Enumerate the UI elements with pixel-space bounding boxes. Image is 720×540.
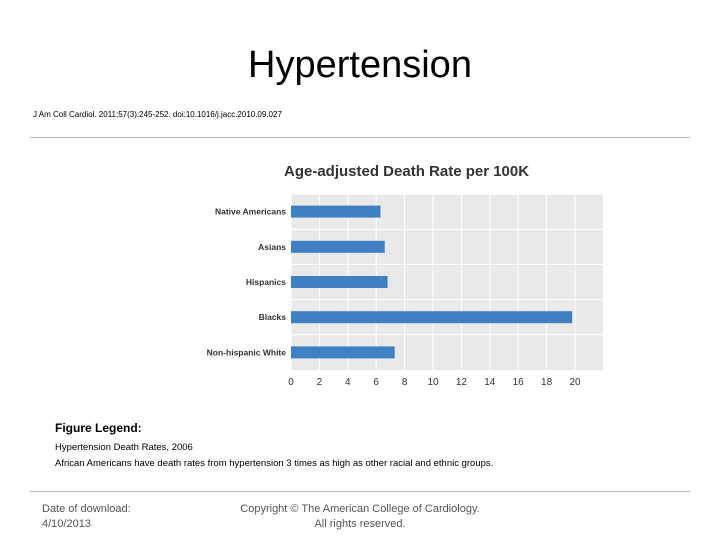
bottom-divider (30, 491, 690, 492)
chart-title: Age-adjusted Death Rate per 100K (284, 163, 529, 180)
copyright-line-1: Copyright © The American College of Card… (240, 503, 480, 515)
x-tick-label: 2 (317, 377, 323, 388)
category-label: Asians (258, 242, 286, 252)
x-tick-label: 10 (427, 377, 439, 388)
download-label: Date of download: (42, 503, 131, 515)
x-tick-label: 8 (402, 377, 408, 388)
bar (291, 240, 385, 253)
top-divider (30, 137, 690, 138)
bar (291, 276, 388, 288)
bar (291, 205, 381, 218)
copyright-line-2: All rights reserved. (314, 518, 406, 530)
category-label: Non-hispanic White (207, 347, 287, 357)
download-date: 4/10/2013 (42, 518, 91, 530)
category-label: Blacks (259, 312, 287, 322)
legend-caption: Hypertension Death Rates, 2006 (55, 442, 193, 453)
x-tick-label: 20 (569, 377, 581, 388)
citation[interactable]: J Am Coll Cardiol. 2011;57(3):245-252. d… (33, 110, 282, 119)
legend-description: African Americans have death rates from … (55, 458, 494, 469)
slide-title: Hypertension (248, 44, 472, 86)
x-tick-label: 6 (373, 377, 379, 388)
category-label: Hispanics (246, 277, 286, 287)
x-tick-label: 4 (345, 377, 351, 388)
x-tick-label: 18 (541, 377, 553, 388)
category-label: Native Americans (215, 207, 286, 217)
bar (291, 311, 573, 324)
x-tick-label: 0 (288, 377, 294, 388)
bar (291, 346, 395, 359)
copyright: Copyright © The American College of Card… (0, 502, 720, 532)
legend-heading: Figure Legend: (55, 421, 142, 435)
bar-chart: Age-adjusted Death Rate per 100K 0 2 4 6 8 10… (193, 152, 607, 392)
x-tick-label: 14 (484, 377, 496, 388)
x-tick-label: 16 (513, 377, 525, 388)
download-info: Date of download: 4/10/2013 (42, 502, 131, 532)
x-tick-label: 12 (456, 377, 468, 388)
